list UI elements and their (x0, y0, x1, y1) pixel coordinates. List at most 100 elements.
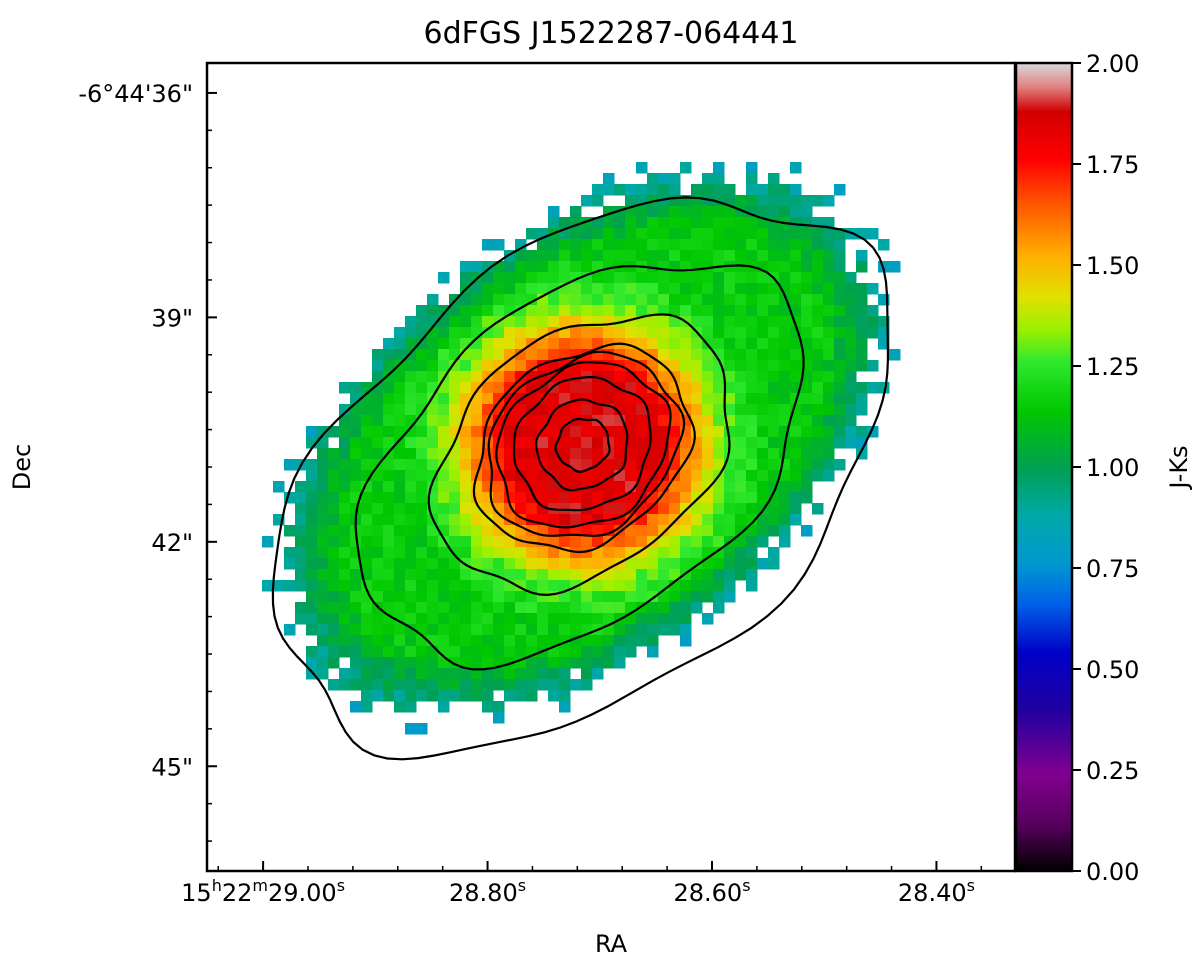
image-pixel (372, 580, 384, 592)
image-pixel (680, 470, 692, 482)
image-pixel (493, 569, 505, 581)
image-pixel (614, 426, 626, 438)
image-pixel (460, 448, 472, 460)
contour-line-7 (512, 375, 652, 512)
image-pixel (812, 338, 824, 350)
image-pixel (724, 492, 736, 504)
image-pixel (416, 624, 428, 636)
image-pixel (394, 569, 406, 581)
colorbar-tick-label: 0.25 (1086, 757, 1139, 785)
image-pixel (702, 360, 714, 372)
image-pixel (394, 613, 406, 625)
image-pixel (647, 591, 659, 603)
image-pixel (845, 426, 857, 438)
image-pixel (647, 404, 659, 416)
image-pixel (493, 305, 505, 317)
image-pixel (746, 580, 758, 592)
image-pixel (636, 316, 648, 328)
image-pixel (680, 580, 692, 592)
image-pixel (669, 591, 681, 603)
image-pixel (471, 360, 483, 372)
image-pixel (757, 327, 769, 339)
image-pixel (471, 283, 483, 295)
image-pixel (570, 646, 582, 658)
image-pixel (493, 360, 505, 372)
image-pixel (614, 283, 626, 295)
image-pixel (658, 349, 670, 361)
image-pixel (625, 591, 637, 603)
image-pixel (570, 294, 582, 306)
image-pixel (328, 492, 340, 504)
image-pixel (735, 558, 747, 570)
image-pixel (548, 206, 560, 218)
image-pixel (702, 481, 714, 493)
image-pixel (317, 437, 329, 449)
image-pixel (658, 327, 670, 339)
image-pixel (757, 195, 769, 207)
image-pixel (647, 382, 659, 394)
image-pixel (416, 547, 428, 559)
image-pixel (592, 228, 604, 240)
image-pixel (625, 371, 637, 383)
image-pixel (339, 646, 351, 658)
colorbar-ticks: 0.000.250.500.751.001.251.501.752.00 (1072, 50, 1139, 886)
image-pixel (537, 360, 549, 372)
image-pixel (658, 228, 670, 240)
image-pixel (625, 338, 637, 350)
image-pixel (823, 250, 835, 262)
image-pixel (394, 690, 406, 702)
image-pixel (669, 217, 681, 229)
image-pixel (592, 393, 604, 405)
image-pixel (537, 327, 549, 339)
image-pixel (757, 217, 769, 229)
image-pixel (713, 437, 725, 449)
image-pixel (482, 536, 494, 548)
image-pixel (768, 393, 780, 405)
image-pixel (757, 437, 769, 449)
image-pixel (295, 481, 307, 493)
image-pixel (394, 437, 406, 449)
image-pixel (449, 536, 461, 548)
image-pixel (493, 470, 505, 482)
image-pixel (647, 261, 659, 273)
image-pixel (306, 624, 318, 636)
image-pixel (812, 382, 824, 394)
image-pixel (339, 558, 351, 570)
image-pixel (713, 459, 725, 471)
image-pixel (647, 448, 659, 460)
image-pixel (581, 536, 593, 548)
image-pixel (416, 690, 428, 702)
image-pixel (559, 437, 571, 449)
image-pixel (449, 349, 461, 361)
image-pixel (515, 371, 527, 383)
image-pixel (570, 305, 582, 317)
image-pixel (570, 591, 582, 603)
image-pixel (361, 393, 373, 405)
image-pixel (471, 294, 483, 306)
image-pixel (581, 250, 593, 262)
image-pixel (372, 668, 384, 680)
image-pixel (306, 657, 318, 669)
image-pixel (680, 250, 692, 262)
image-pixel (636, 459, 648, 471)
image-pixel (559, 591, 571, 603)
image-pixel (647, 228, 659, 240)
image-pixel (658, 481, 670, 493)
image-pixel (427, 547, 439, 559)
image-pixel (427, 558, 439, 570)
image-pixel (460, 646, 472, 658)
image-pixel (713, 316, 725, 328)
image-pixel (856, 316, 868, 328)
image-pixel (812, 426, 824, 438)
image-pixel (625, 470, 637, 482)
image-pixel (625, 393, 637, 405)
image-pixel (339, 437, 351, 449)
image-pixel (449, 360, 461, 372)
image-pixel (625, 283, 637, 295)
image-pixel (328, 525, 340, 537)
image-pixel (768, 349, 780, 361)
image-pixel (669, 547, 681, 559)
image-pixel (834, 228, 846, 240)
image-pixel (416, 580, 428, 592)
image-pixel (757, 470, 769, 482)
